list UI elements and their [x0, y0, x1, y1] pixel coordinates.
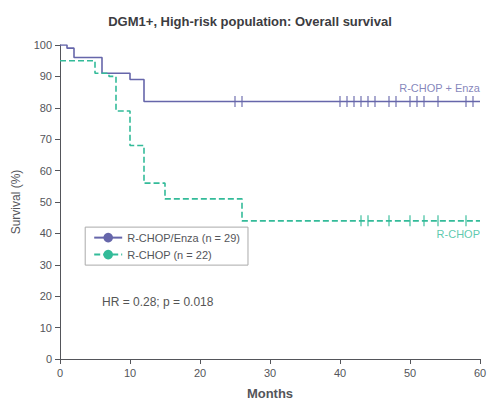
svg-text:40: 40 — [40, 227, 52, 239]
svg-text:R-CHOP (n = 22): R-CHOP (n = 22) — [127, 249, 211, 261]
svg-text:10: 10 — [124, 367, 136, 379]
svg-text:10: 10 — [40, 322, 52, 334]
svg-text:70: 70 — [40, 133, 52, 145]
svg-text:20: 20 — [40, 290, 52, 302]
svg-text:30: 30 — [264, 367, 276, 379]
svg-text:20: 20 — [194, 367, 206, 379]
svg-text:50: 50 — [40, 196, 52, 208]
svg-text:R-CHOP + Enza: R-CHOP + Enza — [399, 82, 481, 94]
svg-text:50: 50 — [404, 367, 416, 379]
svg-text:R-CHOP: R-CHOP — [437, 228, 480, 240]
svg-text:60: 60 — [40, 165, 52, 177]
svg-text:40: 40 — [334, 367, 346, 379]
svg-text:Months: Months — [247, 386, 293, 401]
svg-text:R-CHOP/Enza (n = 29): R-CHOP/Enza (n = 29) — [127, 232, 240, 244]
svg-text:DGM1+, High-risk population: O: DGM1+, High-risk population: Overall sur… — [108, 14, 392, 29]
svg-text:30: 30 — [40, 259, 52, 271]
svg-text:100: 100 — [34, 39, 52, 51]
svg-text:0: 0 — [57, 367, 63, 379]
svg-text:60: 60 — [474, 367, 486, 379]
svg-text:80: 80 — [40, 102, 52, 114]
svg-text:HR = 0.28; p = 0.018: HR = 0.28; p = 0.018 — [102, 295, 214, 309]
svg-text:0: 0 — [46, 353, 52, 365]
svg-text:Survival (%): Survival (%) — [9, 170, 23, 235]
svg-text:90: 90 — [40, 70, 52, 82]
